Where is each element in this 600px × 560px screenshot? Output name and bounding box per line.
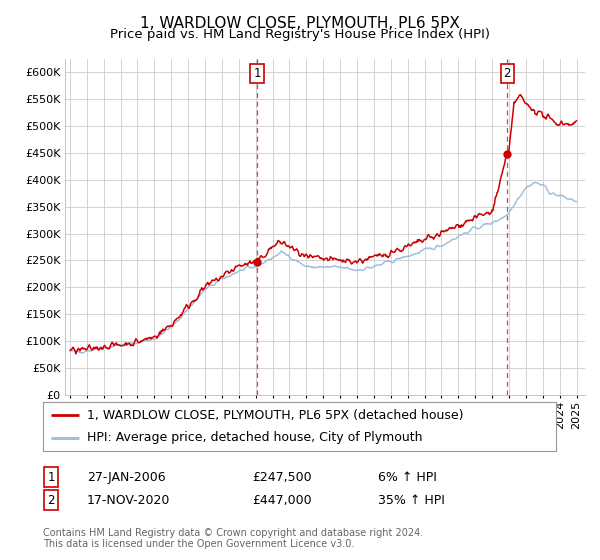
Text: 2: 2 (503, 67, 511, 81)
Text: £247,500: £247,500 (252, 470, 311, 484)
Text: 1: 1 (47, 470, 55, 484)
Text: 17-NOV-2020: 17-NOV-2020 (87, 493, 170, 507)
Text: 1, WARDLOW CLOSE, PLYMOUTH, PL6 5PX: 1, WARDLOW CLOSE, PLYMOUTH, PL6 5PX (140, 16, 460, 31)
Text: HPI: Average price, detached house, City of Plymouth: HPI: Average price, detached house, City… (87, 432, 422, 445)
Text: Price paid vs. HM Land Registry's House Price Index (HPI): Price paid vs. HM Land Registry's House … (110, 28, 490, 41)
Text: 6% ↑ HPI: 6% ↑ HPI (378, 470, 437, 484)
Text: 1, WARDLOW CLOSE, PLYMOUTH, PL6 5PX (detached house): 1, WARDLOW CLOSE, PLYMOUTH, PL6 5PX (det… (87, 409, 463, 422)
Text: 35% ↑ HPI: 35% ↑ HPI (378, 493, 445, 507)
Text: £447,000: £447,000 (252, 493, 311, 507)
Text: 2: 2 (47, 493, 55, 507)
Text: 1: 1 (253, 67, 261, 81)
Text: 27-JAN-2006: 27-JAN-2006 (87, 470, 166, 484)
Text: Contains HM Land Registry data © Crown copyright and database right 2024.
This d: Contains HM Land Registry data © Crown c… (43, 528, 424, 549)
